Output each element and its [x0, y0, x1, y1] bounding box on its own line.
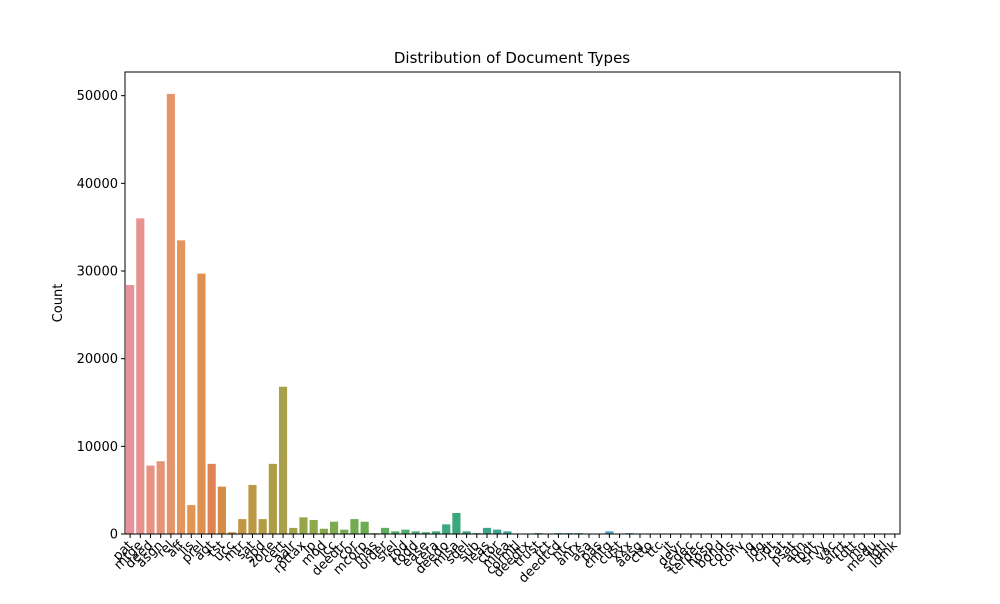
bar — [259, 519, 267, 534]
bar — [177, 240, 185, 534]
bar — [157, 461, 165, 534]
y-tick-label: 50000 — [77, 89, 118, 104]
bar — [269, 464, 277, 534]
bar — [167, 94, 175, 534]
y-tick-label: 10000 — [77, 440, 118, 455]
y-tick-label: 30000 — [77, 265, 118, 280]
bar — [289, 528, 297, 534]
y-tick-label: 40000 — [77, 177, 118, 192]
plot-frame — [125, 72, 900, 534]
bar — [238, 519, 246, 534]
bar — [136, 218, 144, 534]
bar — [187, 505, 195, 534]
y-tick-label: 20000 — [77, 352, 118, 367]
bar — [279, 387, 287, 534]
bar — [330, 522, 338, 534]
bar — [401, 530, 409, 534]
bar — [381, 528, 389, 534]
bar — [197, 274, 205, 534]
bar — [208, 464, 216, 534]
bar — [299, 517, 307, 534]
chart-title: Distribution of Document Types — [394, 49, 630, 67]
bar — [442, 524, 450, 534]
bar — [310, 520, 318, 534]
bar — [483, 528, 491, 534]
bar — [146, 466, 154, 534]
bar — [361, 522, 369, 534]
bar — [340, 530, 348, 534]
bar — [126, 285, 134, 534]
bar — [493, 530, 501, 534]
y-tick-label: 0 — [110, 528, 118, 543]
bar — [218, 487, 226, 534]
bar — [452, 513, 460, 534]
y-axis-label: Count — [51, 284, 66, 323]
bar — [320, 529, 328, 534]
bar — [248, 485, 256, 534]
bar — [350, 519, 358, 534]
